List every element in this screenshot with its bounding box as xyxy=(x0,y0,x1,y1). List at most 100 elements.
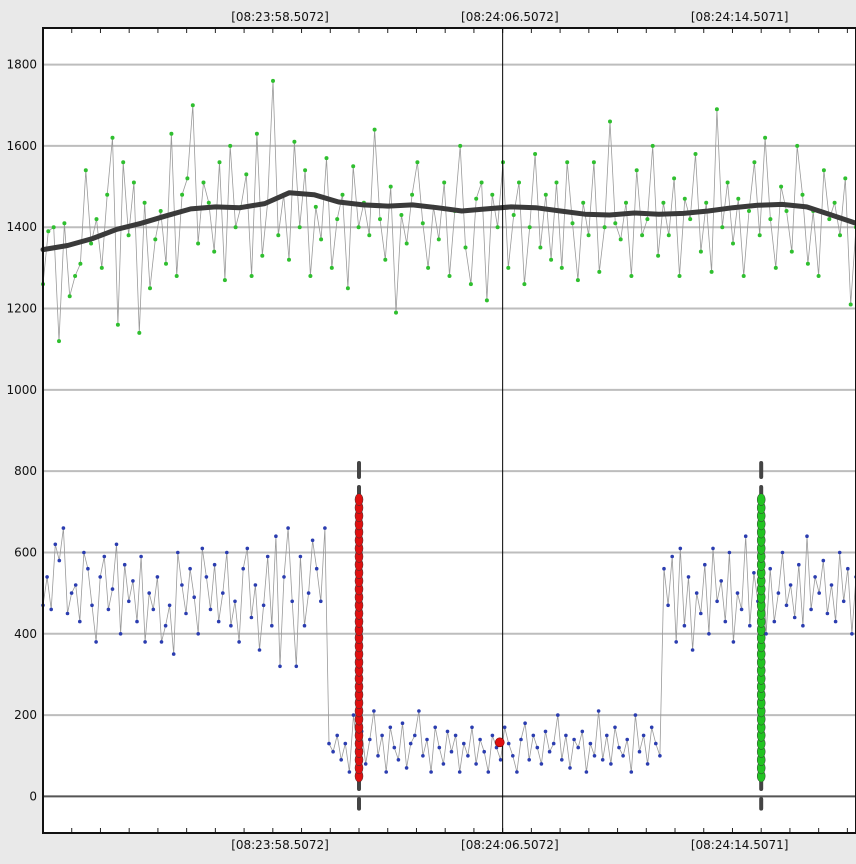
data-point xyxy=(850,632,854,636)
data-point xyxy=(838,233,842,238)
data-point xyxy=(690,648,695,652)
data-point xyxy=(278,664,282,669)
data-point xyxy=(674,640,678,644)
data-point xyxy=(596,709,601,713)
data-point xyxy=(135,619,139,624)
data-point xyxy=(486,770,491,774)
data-point xyxy=(602,225,607,230)
data-point xyxy=(339,758,344,762)
data-point xyxy=(196,241,201,246)
data-point xyxy=(678,546,683,551)
data-point xyxy=(261,603,266,608)
data-point xyxy=(816,274,821,278)
data-point xyxy=(613,725,617,730)
data-point xyxy=(363,762,368,766)
data-point xyxy=(340,192,345,197)
data-point xyxy=(837,550,842,555)
data-point xyxy=(479,180,484,185)
data-point xyxy=(731,241,735,246)
data-point xyxy=(640,233,645,238)
data-point xyxy=(495,225,500,230)
data-point xyxy=(190,103,195,108)
data-point xyxy=(533,152,538,156)
data-point xyxy=(260,253,265,258)
data-point xyxy=(515,770,519,774)
data-point xyxy=(233,599,237,604)
data-point xyxy=(800,192,805,197)
data-point xyxy=(554,180,559,185)
data-point xyxy=(174,274,179,278)
data-point xyxy=(511,213,516,217)
data-point xyxy=(396,758,401,762)
data-point xyxy=(257,648,262,652)
upper-smoothed-series xyxy=(40,190,856,253)
data-point xyxy=(714,107,719,112)
data-point xyxy=(581,200,586,205)
data-point xyxy=(841,599,846,604)
data-point xyxy=(682,623,687,628)
data-point xyxy=(303,168,308,173)
data-point xyxy=(110,587,115,591)
data-point xyxy=(833,619,838,624)
data-point xyxy=(592,754,597,758)
data-point xyxy=(228,143,233,148)
data-point xyxy=(586,233,591,238)
y-tick-label: 1800 xyxy=(6,58,37,72)
top-time-label: [08:24:14.5071] xyxy=(691,10,789,24)
data-point xyxy=(45,575,49,579)
highlighted-point[interactable] xyxy=(494,737,505,748)
data-point xyxy=(772,619,777,624)
data-point xyxy=(90,603,94,608)
data-point xyxy=(176,550,180,555)
data-point xyxy=(575,278,580,283)
data-point xyxy=(727,550,732,555)
data-point xyxy=(747,209,751,213)
data-point xyxy=(115,322,120,327)
data-point xyxy=(719,579,723,583)
event-marker xyxy=(354,493,364,506)
data-point xyxy=(539,762,544,766)
data-point xyxy=(99,265,104,270)
data-point xyxy=(142,200,147,205)
data-point xyxy=(699,611,703,616)
data-point xyxy=(122,562,127,567)
data-point xyxy=(114,542,119,547)
data-point xyxy=(329,265,334,270)
data-point xyxy=(441,762,446,766)
data-point xyxy=(94,640,98,644)
data-point xyxy=(829,583,834,587)
data-point xyxy=(686,575,691,579)
data-point xyxy=(457,770,462,774)
data-point xyxy=(560,758,564,762)
data-point xyxy=(89,241,94,246)
data-point xyxy=(180,583,184,587)
data-point xyxy=(143,640,147,644)
data-point xyxy=(57,339,61,344)
data-point xyxy=(335,733,340,738)
data-point xyxy=(69,591,74,595)
y-tick-label: 0 xyxy=(29,789,37,803)
data-point xyxy=(126,233,131,238)
data-point xyxy=(752,160,757,165)
data-point xyxy=(490,192,495,197)
data-point xyxy=(649,725,654,730)
bottom-time-label: [08:24:14.5071] xyxy=(691,838,789,852)
data-point xyxy=(776,591,781,595)
data-point xyxy=(535,745,540,750)
data-point xyxy=(466,754,470,758)
data-point xyxy=(735,591,740,595)
data-point xyxy=(380,733,384,738)
data-point xyxy=(605,733,609,738)
data-point xyxy=(637,749,642,754)
data-point xyxy=(468,282,473,287)
data-point xyxy=(276,233,281,238)
data-point xyxy=(565,160,570,165)
data-point xyxy=(825,611,830,616)
data-point xyxy=(805,261,810,266)
data-point xyxy=(151,607,156,612)
data-point xyxy=(192,595,196,599)
data-point xyxy=(645,762,650,766)
data-point xyxy=(86,566,90,571)
event-marker xyxy=(756,493,766,506)
data-point xyxy=(764,632,768,636)
